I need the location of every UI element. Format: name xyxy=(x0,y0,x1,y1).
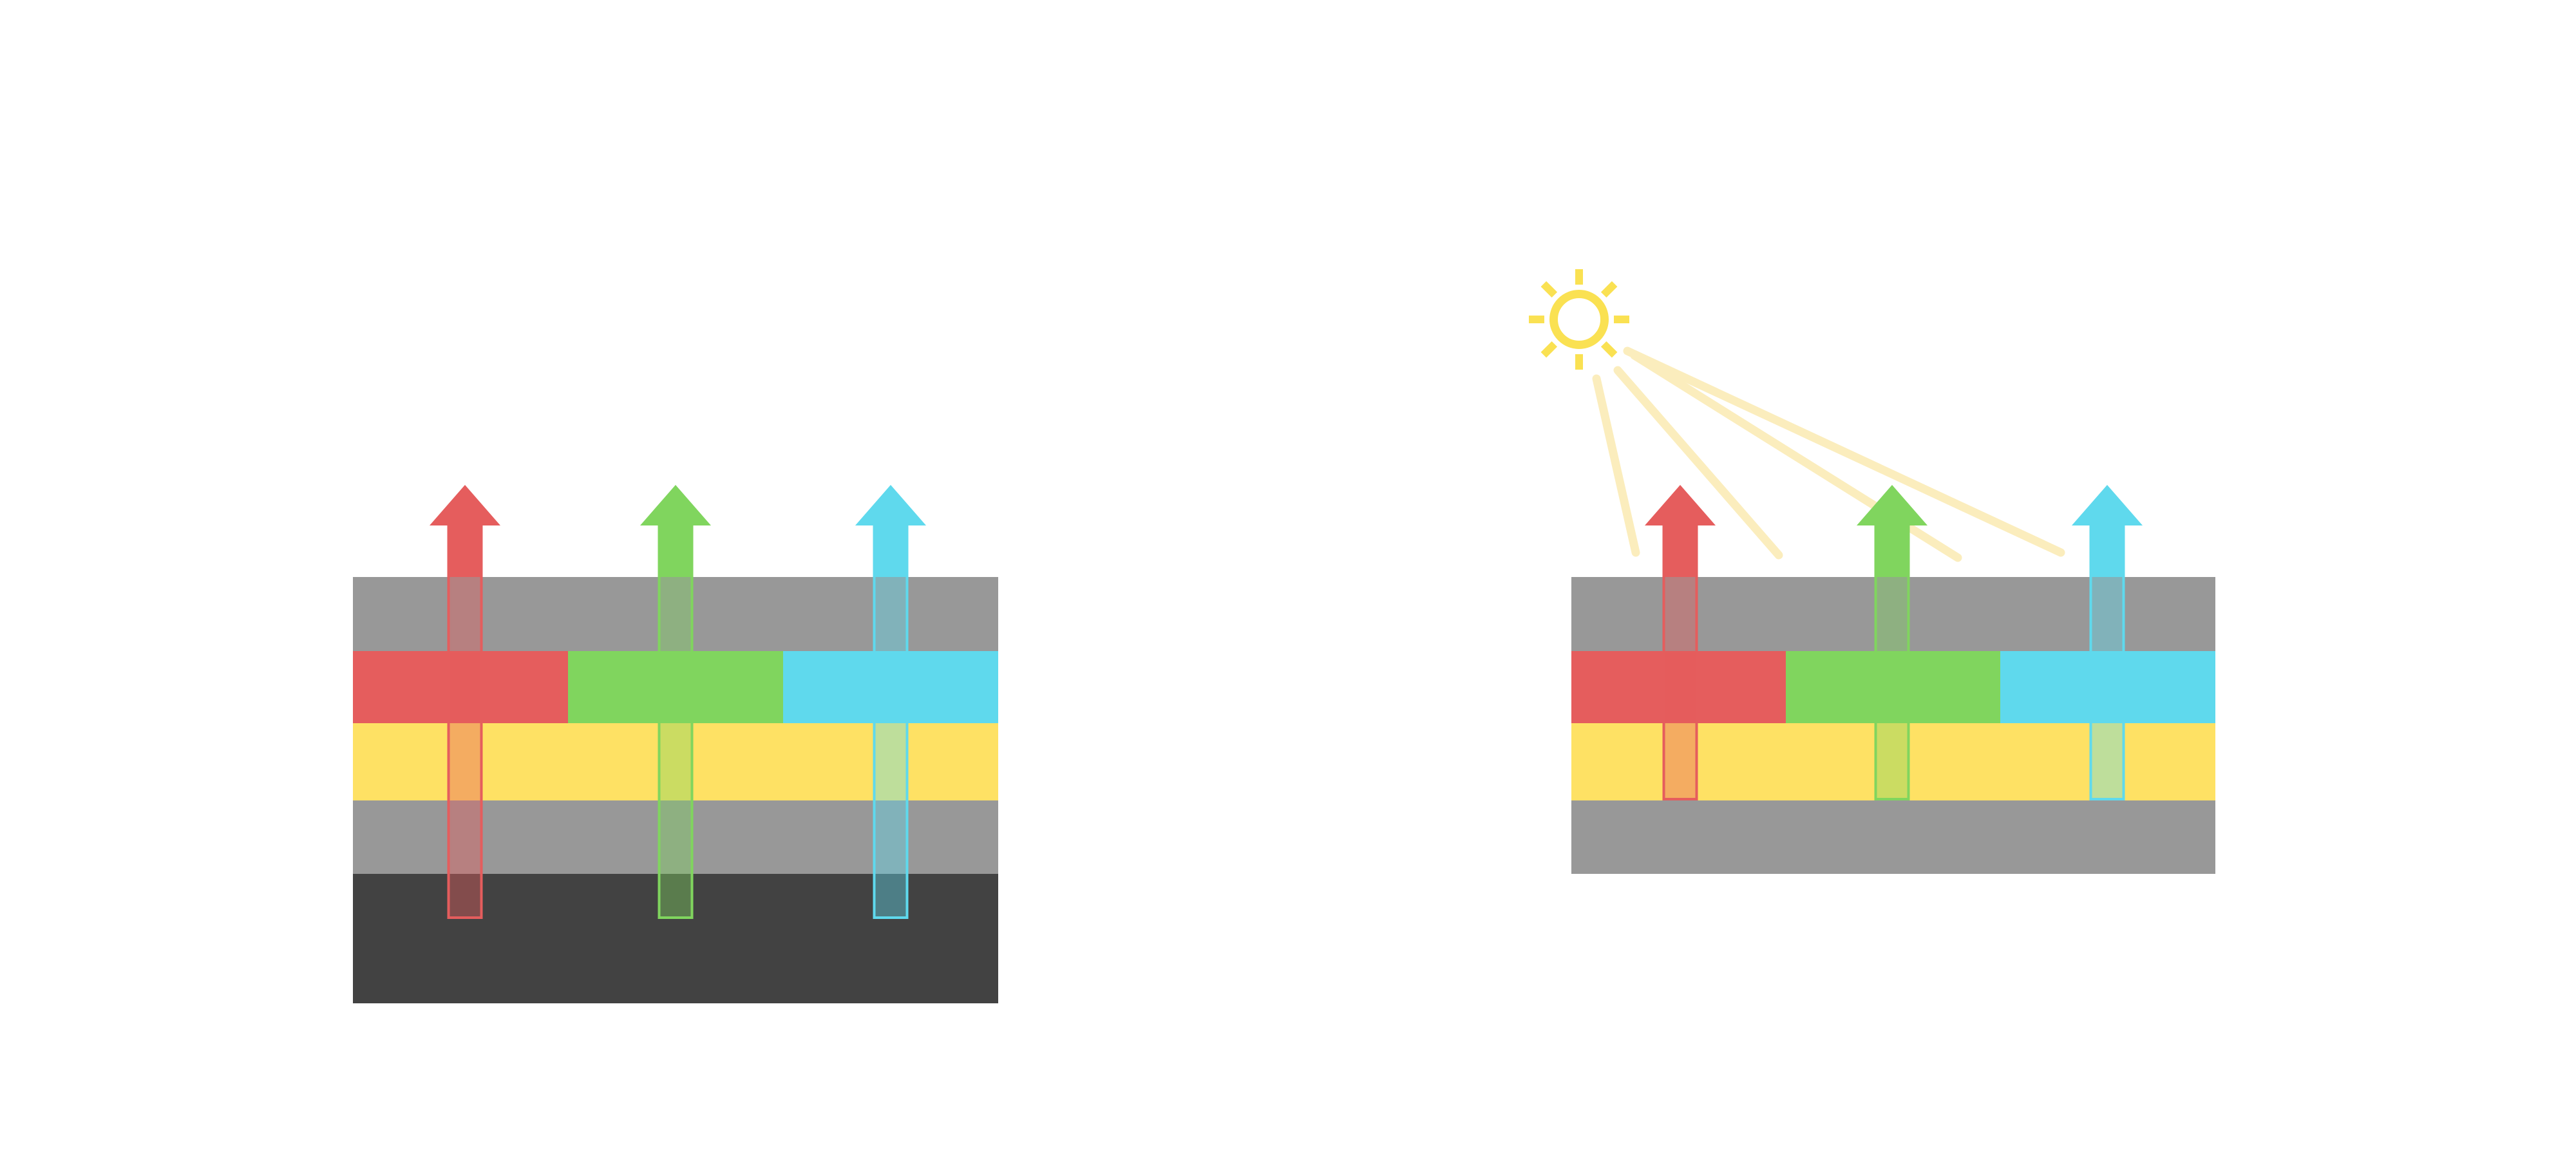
green-light-shaft xyxy=(658,577,694,919)
yellow-layer xyxy=(1571,723,2215,800)
top-cover-layer xyxy=(353,577,998,651)
green-light-arrow xyxy=(640,485,711,577)
subpixel-row xyxy=(1571,651,2215,723)
blue-subpixel xyxy=(2000,651,2215,723)
red-light-shaft xyxy=(1662,577,1698,800)
bottom-cover-layer xyxy=(353,800,998,874)
subpixel-row xyxy=(353,651,998,723)
sun-ray-beam-4 xyxy=(1623,346,2065,557)
red-light-shaft xyxy=(447,577,483,919)
sun-ray-tick xyxy=(1600,341,1618,358)
red-subpixel xyxy=(353,651,568,723)
blue-light-shaft xyxy=(873,577,909,919)
sun-icon xyxy=(1529,269,1629,370)
green-light-arrow xyxy=(1857,485,1927,577)
green-light-shaft xyxy=(1874,577,1910,800)
blue-light-shaft xyxy=(2089,577,2125,800)
bottom-cover-layer xyxy=(1571,800,2215,874)
green-subpixel xyxy=(568,651,783,723)
sun-ray-tick xyxy=(1540,281,1558,298)
sun-ray-tick xyxy=(1540,341,1558,358)
red-light-arrow xyxy=(1645,485,1716,577)
red-light-arrow xyxy=(430,485,500,577)
sunlit-display-stack xyxy=(1529,269,2215,874)
sun-disc xyxy=(1549,290,1609,349)
yellow-layer xyxy=(353,723,998,800)
red-subpixel xyxy=(1571,651,1786,723)
top-cover-layer xyxy=(1571,577,2215,651)
sun-ray-beam-1 xyxy=(1592,374,1640,557)
blue-light-arrow xyxy=(855,485,926,577)
blue-light-arrow xyxy=(2072,485,2143,577)
sun-ray-beam-2 xyxy=(1613,366,1783,560)
backlight-layer xyxy=(353,874,998,1003)
sun-ray-tick xyxy=(1600,281,1618,298)
green-subpixel xyxy=(1786,651,2000,723)
blue-subpixel xyxy=(783,651,998,723)
backlit-display-stack xyxy=(353,485,998,1003)
